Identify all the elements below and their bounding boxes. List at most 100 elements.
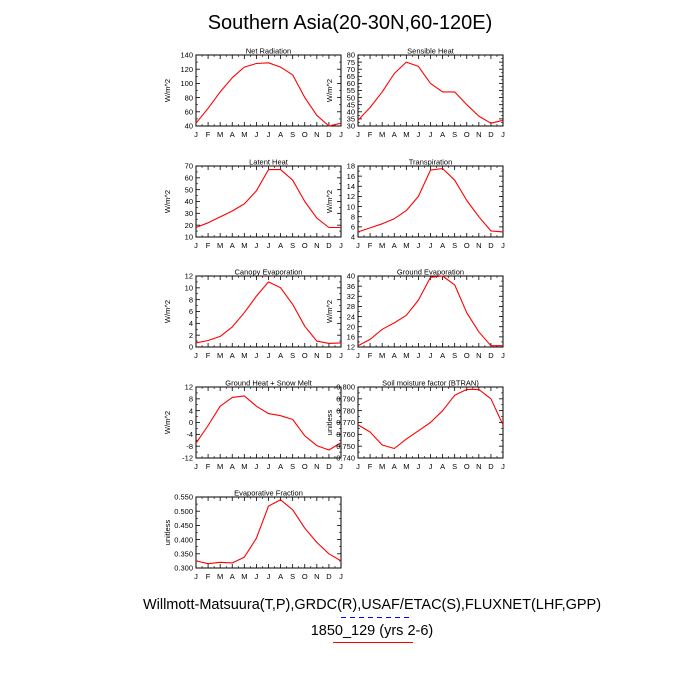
y-tick-label: 0.740 [336, 454, 355, 463]
x-tick-label: N [314, 462, 319, 471]
y-tick-label: 0.350 [174, 550, 193, 559]
x-tick-label: F [368, 241, 373, 250]
y-tick-label: 0.800 [336, 383, 355, 392]
panel-title: Latent Heat [249, 158, 289, 167]
x-tick-label: A [230, 351, 235, 360]
x-tick-label: A [230, 241, 235, 250]
x-tick-label: F [206, 351, 211, 360]
x-tick-label: M [379, 462, 385, 471]
x-tick-label: M [379, 130, 385, 139]
y-tick-label: 20 [185, 221, 193, 230]
y-tick-label: 12 [185, 272, 193, 281]
y-tick-label: -8 [186, 442, 193, 451]
x-tick-label: A [230, 130, 235, 139]
x-tick-label: N [314, 572, 319, 581]
y-tick-label: 60 [347, 79, 355, 88]
x-tick-label: M [217, 351, 223, 360]
x-tick-label: M [217, 241, 223, 250]
x-tick-label: D [488, 462, 494, 471]
x-tick-label: F [206, 572, 211, 581]
y-tick-label: 12 [347, 192, 355, 201]
y-tick-label: -4 [186, 430, 193, 439]
series-line [357, 275, 503, 347]
x-tick-label: S [452, 130, 457, 139]
x-tick-label: F [368, 351, 373, 360]
x-tick-label: J [429, 241, 433, 250]
y-tick-label: 8 [189, 295, 193, 304]
x-tick-label: O [302, 572, 308, 581]
series-line [357, 167, 504, 233]
x-tick-label: S [290, 462, 295, 471]
x-tick-label: A [278, 351, 283, 360]
y-tick-label: 55 [347, 86, 355, 95]
x-tick-label: S [452, 241, 457, 250]
x-tick-label: J [429, 462, 433, 471]
y-tick-label: 30 [185, 209, 193, 218]
x-tick-label: N [476, 351, 481, 360]
x-tick-label: M [241, 351, 247, 360]
x-tick-label: S [290, 351, 295, 360]
y-tick-label: 24 [347, 312, 355, 321]
y-tick-label: 50 [185, 185, 193, 194]
x-tick-label: M [403, 462, 409, 471]
x-tick-label: O [464, 462, 470, 471]
x-tick-label: N [476, 241, 481, 250]
y-tick-label: 16 [347, 172, 355, 181]
footer-case: 1850_129 (yrs 2-6) [311, 623, 434, 639]
x-tick-label: F [206, 462, 211, 471]
x-tick-label: M [403, 351, 409, 360]
panel-title: Sensible Heat [407, 47, 455, 56]
x-tick-label: D [326, 462, 332, 471]
x-tick-label: M [217, 462, 223, 471]
plot-frame [195, 165, 342, 238]
y-axis-label: unitless [325, 410, 334, 436]
y-tick-label: 12 [347, 343, 355, 352]
y-tick-label: 28 [347, 302, 355, 311]
y-axis-label: W/m^2 [163, 79, 172, 102]
x-tick-label: A [278, 572, 283, 581]
x-tick-label: D [326, 130, 332, 139]
x-tick-label: A [278, 462, 283, 471]
y-tick-label: 18 [347, 162, 355, 171]
y-axis-label: W/m^2 [325, 79, 334, 102]
y-tick-label: 0.550 [174, 493, 193, 502]
x-tick-label: J [356, 241, 360, 250]
y-tick-label: 75 [347, 58, 355, 67]
series-line [357, 61, 504, 124]
x-tick-label: S [290, 130, 295, 139]
x-tick-label: J [267, 130, 271, 139]
x-tick-label: J [417, 351, 421, 360]
x-tick-label: N [314, 130, 319, 139]
x-tick-label: N [476, 462, 481, 471]
x-tick-label: J [417, 241, 421, 250]
x-tick-label: M [217, 572, 223, 581]
y-tick-label: 50 [347, 93, 355, 102]
panel-title: Net Radiation [246, 47, 291, 56]
y-tick-label: 40 [347, 108, 355, 117]
x-tick-label: J [194, 351, 198, 360]
panel-soil-moisture-factor-btran: Soil moisture factor (BTRAN)J F M A M J J A S O N D… [325, 379, 505, 472]
y-tick-label: 60 [185, 108, 193, 117]
x-tick-label: F [368, 462, 373, 471]
y-tick-label: 0.400 [174, 535, 193, 544]
series-line [195, 169, 341, 229]
x-tick-label: J [356, 351, 360, 360]
x-tick-label: O [302, 130, 308, 139]
x-tick-label: A [392, 130, 397, 139]
y-tick-label: -12 [182, 454, 193, 463]
x-tick-label: J [267, 462, 271, 471]
x-tick-label: M [217, 130, 223, 139]
y-tick-label: 120 [180, 65, 193, 74]
x-tick-label: J [356, 462, 360, 471]
x-tick-label: J [255, 572, 259, 581]
x-tick-label: O [302, 351, 308, 360]
y-tick-label: 12 [185, 383, 193, 392]
x-tick-label: J [194, 241, 198, 250]
x-tick-label: F [206, 130, 211, 139]
series-line [195, 499, 342, 565]
